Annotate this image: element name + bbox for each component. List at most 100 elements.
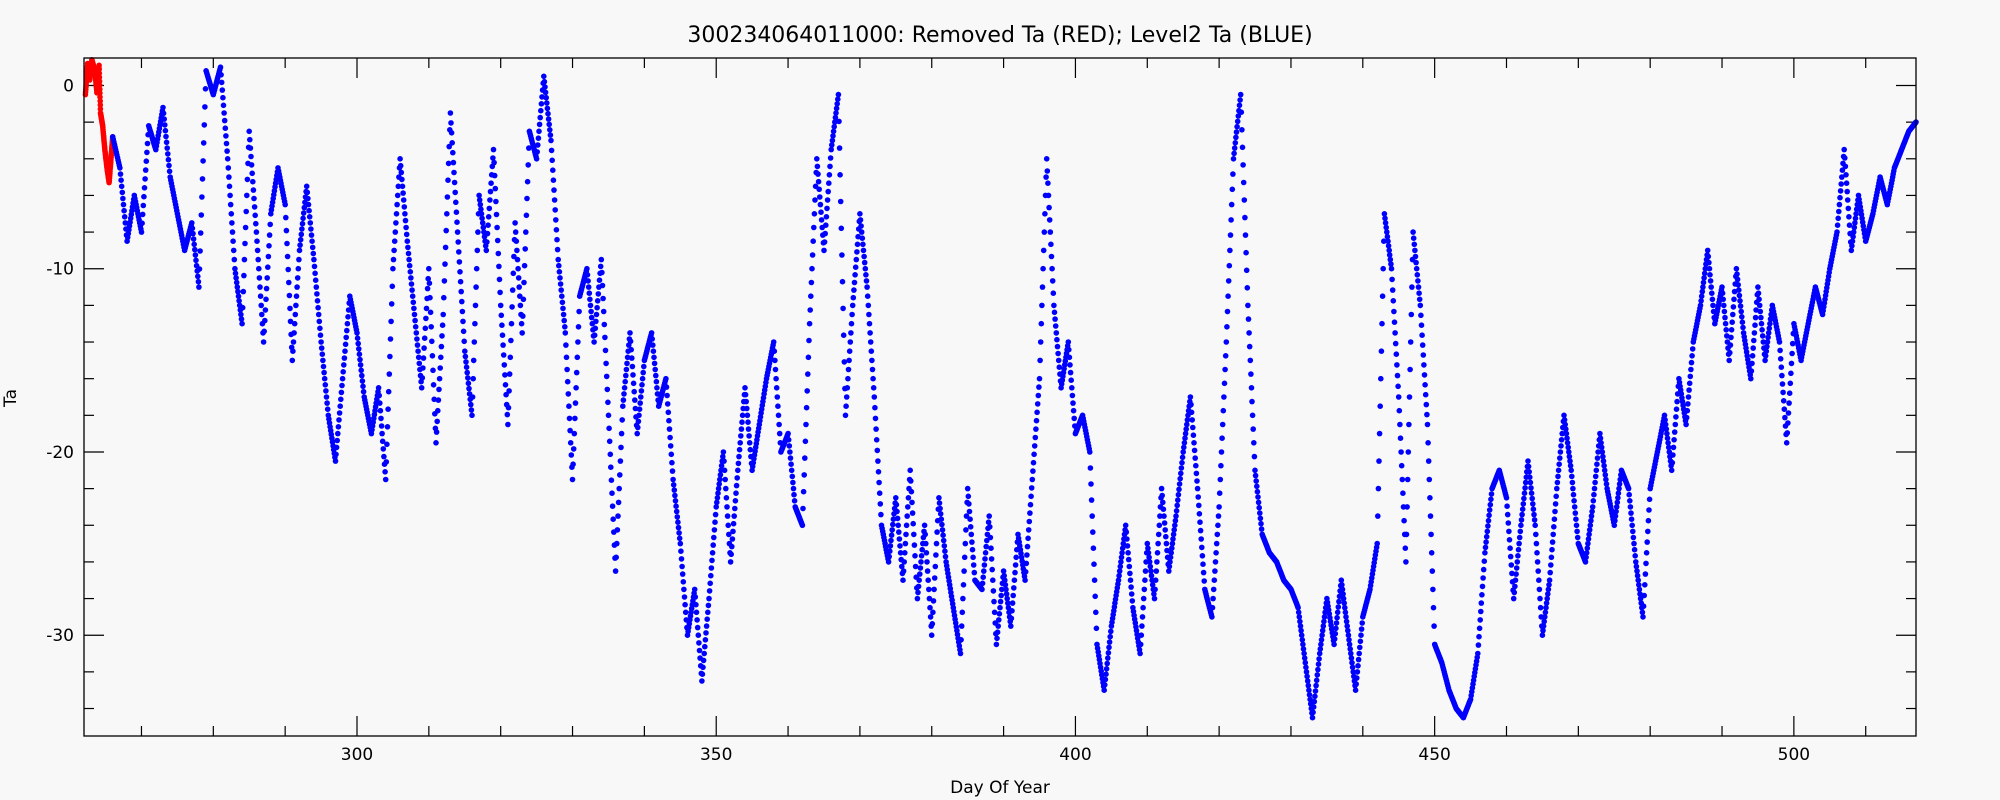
level2-ta-point [441,294,447,301]
level2-ta-point [1230,171,1236,177]
level2-ta-point [119,189,126,196]
level2-ta-point [1234,123,1240,130]
level2-ta-point [602,347,609,354]
level2-ta-point [979,586,985,593]
level2-ta-point [160,110,167,117]
level2-ta-point [448,130,455,136]
level2-ta-point [453,199,459,206]
level2-ta-point [229,229,236,235]
level2-ta-point [495,250,502,257]
level2-ta-point [401,204,408,210]
level2-ta-point [987,534,994,541]
level2-ta-point [1321,618,1327,625]
level2-ta-point [547,127,553,133]
level2-ta-point [1415,278,1421,284]
level2-ta-point [1536,577,1542,583]
level2-ta-point [1044,168,1051,174]
level2-ta-point [1403,559,1409,565]
level2-ta-point [669,468,676,474]
level2-ta-point [854,241,861,248]
level2-ta-point [1181,440,1188,446]
level2-ta-point [1374,540,1380,547]
level2-ta-point [390,265,396,272]
level2-ta-point [450,149,456,156]
level2-ta-point [1041,229,1048,235]
level2-ta-point [1481,558,1488,564]
level2-ta-point [1487,501,1494,508]
level2-ta-point [435,407,441,414]
level2-ta-point [394,201,400,208]
level2-ta-point [870,385,877,391]
removed-ta-point [97,90,103,96]
level2-ta-point [166,168,173,175]
level2-ta-point [447,110,454,116]
level2-ta-point [1159,492,1165,499]
level2-ta-point [938,516,945,522]
level2-ta-point [996,617,1002,623]
level2-ta-point [692,594,699,600]
level2-ta-point [258,302,265,309]
level2-ta-point [737,440,743,446]
level2-ta-point [1612,513,1619,519]
level2-ta-point [739,419,745,426]
level2-ta-point [1566,453,1573,460]
level2-ta-point [800,488,807,495]
level2-ta-point [227,192,233,199]
level2-ta-point [709,557,715,564]
level2-ta-point [1506,537,1513,543]
level2-ta-point [1848,247,1855,254]
level2-ta-point [521,279,527,286]
level2-ta-point [1040,247,1047,254]
level2-ta-point [463,359,469,365]
level2-ta-point [899,563,905,570]
level2-ta-point [386,371,393,377]
level2-ta-point [1145,550,1152,556]
removed-ta-point [96,78,103,84]
level2-ta-point [890,516,897,522]
level2-ta-point [421,335,428,342]
level2-ta-point [338,396,344,403]
level2-ta-point [298,231,305,238]
level2-ta-point [808,279,815,286]
level2-ta-point [406,256,412,263]
level2-ta-point [670,476,676,483]
level2-ta-point [1422,391,1429,398]
level2-ta-point [890,521,896,528]
level2-ta-point [491,172,498,179]
level2-ta-point [805,354,812,361]
level2-ta-point [228,211,235,217]
level2-ta-point [491,159,497,166]
level2-ta-point [1005,600,1011,606]
level2-ta-point [378,415,384,422]
level2-ta-point [473,265,480,272]
level2-ta-point [243,208,249,215]
level2-ta-point [990,588,997,594]
level2-ta-point [1191,440,1197,446]
level2-ta-point [1245,302,1251,309]
level2-ta-point [264,275,271,281]
level2-ta-point [1394,362,1400,368]
level2-ta-point [515,275,522,281]
level2-ta-point [339,382,345,389]
level2-ta-point [557,281,564,287]
level2-ta-point [1663,426,1670,432]
level2-ta-point [454,219,460,225]
level2-ta-point [1625,485,1632,492]
level2-ta-point [1051,302,1057,309]
level2-ta-point [197,230,204,236]
level2-ta-point [1048,253,1055,260]
level2-ta-point [790,485,797,492]
level2-ta-point [336,417,342,423]
level2-ta-point [120,201,127,208]
level2-ta-point [593,311,600,318]
level2-ta-point [1611,522,1618,529]
level2-ta-point [830,128,837,135]
level2-ta-point [1213,540,1220,547]
level2-ta-point [1307,696,1313,703]
level2-ta-point [335,424,342,430]
level2-ta-point [475,229,481,235]
level2-ta-point [835,96,841,102]
level2-ta-point [1151,591,1157,597]
level2-ta-point [235,288,241,295]
